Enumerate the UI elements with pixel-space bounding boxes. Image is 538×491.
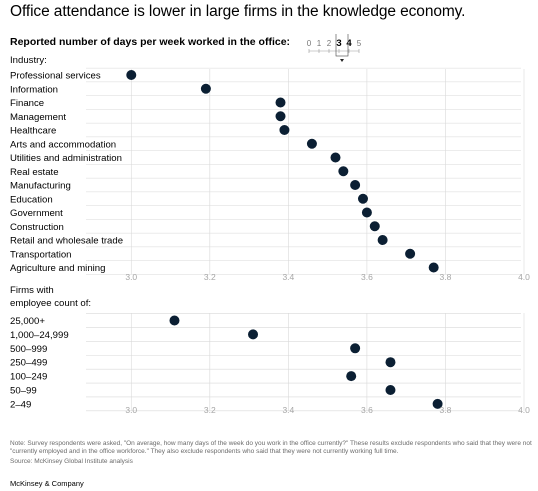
category-label: Information [10,84,58,95]
x-tick-label: 3.2 [204,405,216,415]
data-point [330,152,341,163]
scale-label: 1 [317,39,322,48]
industry-group-label: Industry: [10,55,47,66]
data-point [432,398,443,409]
x-tick-label: 3.4 [282,405,294,415]
data-point [200,83,211,94]
category-label: Professional services [10,71,101,82]
source-note: Source: McKinsey Global Institute analys… [10,458,133,465]
grid [86,313,525,412]
data-point [350,180,361,190]
data-point [169,315,180,326]
data-point [126,70,137,80]
scale-highlight-box [335,34,349,57]
scale-label: 2 [327,39,332,48]
category-label: Management [10,112,66,123]
category-label: 250–499 [10,358,47,369]
data-point [428,262,439,273]
category-label: Transportation [10,249,72,260]
category-label: Finance [10,98,44,109]
x-tick-label: 4.0 [518,272,530,282]
data-point [385,385,396,395]
category-label: 100–249 [10,372,47,383]
data-point [385,357,396,368]
category-label: Agriculture and mining [10,263,105,274]
x-tick-label: 4.0 [518,405,530,415]
category-label: 50–99 [10,386,37,397]
data-point [377,235,388,245]
category-label: 1,000–24,999 [10,330,69,341]
x-tick-label: 3.8 [440,272,452,282]
x-tick-label: 3.6 [361,405,373,415]
category-label: Arts and accommodation [10,139,116,150]
data-point [338,166,349,177]
category-label: Construction [10,222,64,233]
firm-size-group-label: Firms with employee count of: [10,285,92,309]
publisher-logo: McKinsey & Company [10,479,84,488]
data-point [350,343,361,354]
footnote: Note: Survey respondents were asked, "On… [10,440,532,456]
data-point [361,207,372,218]
x-tick-label: 3.2 [204,272,216,282]
scale-label: 5 [357,39,362,48]
data-point [275,97,286,108]
data-point [248,329,259,340]
scale-label: 3 [336,38,341,49]
category-label: 25,000+ [10,316,45,327]
category-label: Education [10,194,53,205]
x-tick-label: 3.0 [125,405,137,415]
x-tick-label: 3.6 [361,272,373,282]
category-label: Retail and wholesale trade [10,236,123,247]
data-point [346,371,357,382]
category-label: Healthcare [10,126,56,137]
data-point [369,221,380,232]
data-point [405,248,416,259]
category-label: Government [10,208,63,219]
category-label: 500–999 [10,344,47,355]
scale-label: 4 [346,38,352,49]
data-point [275,111,286,122]
chart-title: Office attendance is lower in large firm… [10,3,466,20]
data-point [279,125,290,135]
scale-pointer-icon [340,59,344,62]
x-tick-label: 3.8 [440,405,452,415]
x-tick-label: 3.0 [125,272,137,282]
data-point [357,193,368,204]
x-tick-label: 3.4 [282,272,294,282]
category-label: 2–49 [10,399,31,410]
chart-subtitle: Reported number of days per week worked … [10,36,291,48]
category-label: Real estate [10,167,59,178]
data-point [306,138,317,149]
category-label: Utilities and administration [10,153,122,164]
scale-label: 0 [307,39,312,48]
dot-plot: Professional services Information Finance M… [10,67,530,415]
category-label: Manufacturing [10,181,71,192]
grid [86,67,525,275]
